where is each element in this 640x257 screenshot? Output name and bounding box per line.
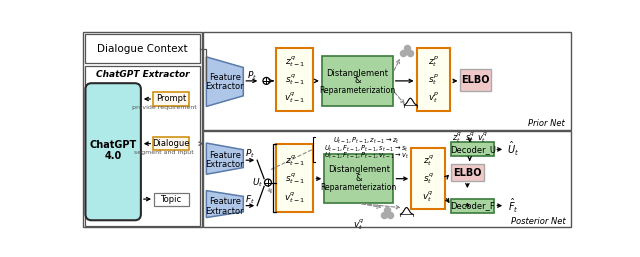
Text: $v_t^p$: $v_t^p$	[428, 90, 439, 105]
Text: $z_t^q$: $z_t^q$	[452, 130, 463, 144]
Text: Reparameterization: Reparameterization	[319, 86, 396, 95]
Text: $s_{t-1}^q$: $s_{t-1}^q$	[285, 171, 305, 186]
Circle shape	[263, 77, 270, 84]
Text: Distanglement: Distanglement	[326, 69, 388, 78]
Text: $z_{t-1}^q$: $z_{t-1}^q$	[285, 54, 305, 69]
Text: $z_t^q$: $z_t^q$	[422, 153, 433, 168]
Bar	[83, 32, 202, 227]
Text: 4.0: 4.0	[104, 151, 122, 161]
Text: $v_t^q$: $v_t^q$	[422, 189, 434, 204]
Bar	[322, 56, 393, 106]
Bar	[204, 32, 572, 130]
Text: $v_t^q$: $v_t^q$	[353, 217, 365, 232]
Text: Distanglement: Distanglement	[328, 165, 390, 174]
Bar	[84, 34, 200, 63]
Text: $s_t^p$: $s_t^p$	[428, 72, 439, 87]
Text: $\hat{F}_t$: $\hat{F}_t$	[508, 197, 518, 215]
Polygon shape	[206, 57, 243, 106]
Circle shape	[264, 179, 271, 186]
Text: $P_t$: $P_t$	[245, 148, 255, 160]
Bar	[276, 144, 314, 212]
Text: Dialogue: Dialogue	[152, 139, 189, 148]
Text: Dialogue Context: Dialogue Context	[97, 43, 188, 53]
Text: Decoder_U: Decoder_U	[450, 145, 496, 154]
Text: $z_{t-1}^q$: $z_{t-1}^q$	[285, 153, 305, 168]
Text: Feature: Feature	[209, 197, 241, 206]
Text: Decoder_F: Decoder_F	[451, 201, 495, 210]
Bar	[204, 131, 572, 227]
Text: $P_t$: $P_t$	[246, 69, 257, 82]
Text: $z_t^p$: $z_t^p$	[428, 54, 439, 69]
Bar	[411, 148, 445, 209]
Bar	[153, 137, 189, 150]
Bar	[324, 154, 394, 203]
Polygon shape	[206, 191, 243, 218]
Text: $\hat{U}_t$: $\hat{U}_t$	[507, 140, 519, 158]
Text: Prompt: Prompt	[156, 95, 186, 104]
FancyBboxPatch shape	[86, 83, 141, 220]
Text: $U_{t-1}, F_{t-1}, P_{t-1}, v_{t-1} \rightarrow v_t$: $U_{t-1}, F_{t-1}, P_{t-1}, v_{t-1} \rig…	[324, 151, 409, 161]
Text: $s_t^q$: $s_t^q$	[465, 130, 475, 144]
Bar	[417, 48, 451, 111]
Text: $s_{t-1}^q$: $s_{t-1}^q$	[285, 72, 305, 87]
Text: Extractor: Extractor	[205, 160, 244, 169]
Text: provide requirement: provide requirement	[132, 105, 196, 110]
Bar	[460, 69, 492, 91]
Text: $v_t^q$: $v_t^q$	[477, 130, 488, 144]
Text: ELBO: ELBO	[461, 75, 490, 85]
Text: $v_{t-1}^q$: $v_{t-1}^q$	[284, 90, 305, 105]
Text: Feature: Feature	[209, 151, 241, 160]
Text: $F_t$: $F_t$	[245, 193, 255, 206]
Text: $U_t$: $U_t$	[252, 176, 264, 189]
Text: $v_{t-1}^q$: $v_{t-1}^q$	[284, 190, 305, 205]
Text: $s_t^q$: $s_t^q$	[422, 171, 433, 186]
Bar	[451, 142, 494, 156]
Bar	[84, 66, 200, 226]
Text: Prior Net: Prior Net	[529, 119, 565, 128]
Polygon shape	[206, 143, 243, 174]
Text: segment and input: segment and input	[134, 150, 194, 155]
Text: &: &	[356, 174, 362, 183]
Bar	[451, 164, 484, 181]
Text: $U_{t-1}, F_{t-1}, P_{t-1}, s_{t-1} \rightarrow s_t$: $U_{t-1}, F_{t-1}, P_{t-1}, s_{t-1} \rig…	[324, 144, 409, 154]
Text: Posterior Net: Posterior Net	[511, 217, 565, 226]
Text: &: &	[354, 76, 360, 85]
Bar	[276, 48, 314, 111]
Text: Extractor: Extractor	[205, 207, 244, 216]
Text: Topic: Topic	[161, 195, 182, 204]
Text: Feature: Feature	[209, 72, 241, 81]
Bar	[451, 199, 494, 213]
Text: ELBO: ELBO	[453, 168, 482, 178]
Bar	[154, 192, 189, 206]
Text: Reparameterization: Reparameterization	[321, 183, 397, 192]
Text: $U_{t-1}, P_{t-1}, z_{t-1} \rightarrow z_t$: $U_{t-1}, P_{t-1}, z_{t-1} \rightarrow z…	[333, 136, 400, 146]
Text: ChatGPT: ChatGPT	[90, 140, 137, 150]
Text: Extractor: Extractor	[205, 82, 244, 91]
Bar	[153, 93, 189, 106]
Text: ChatGPT Extractor: ChatGPT Extractor	[95, 70, 189, 79]
